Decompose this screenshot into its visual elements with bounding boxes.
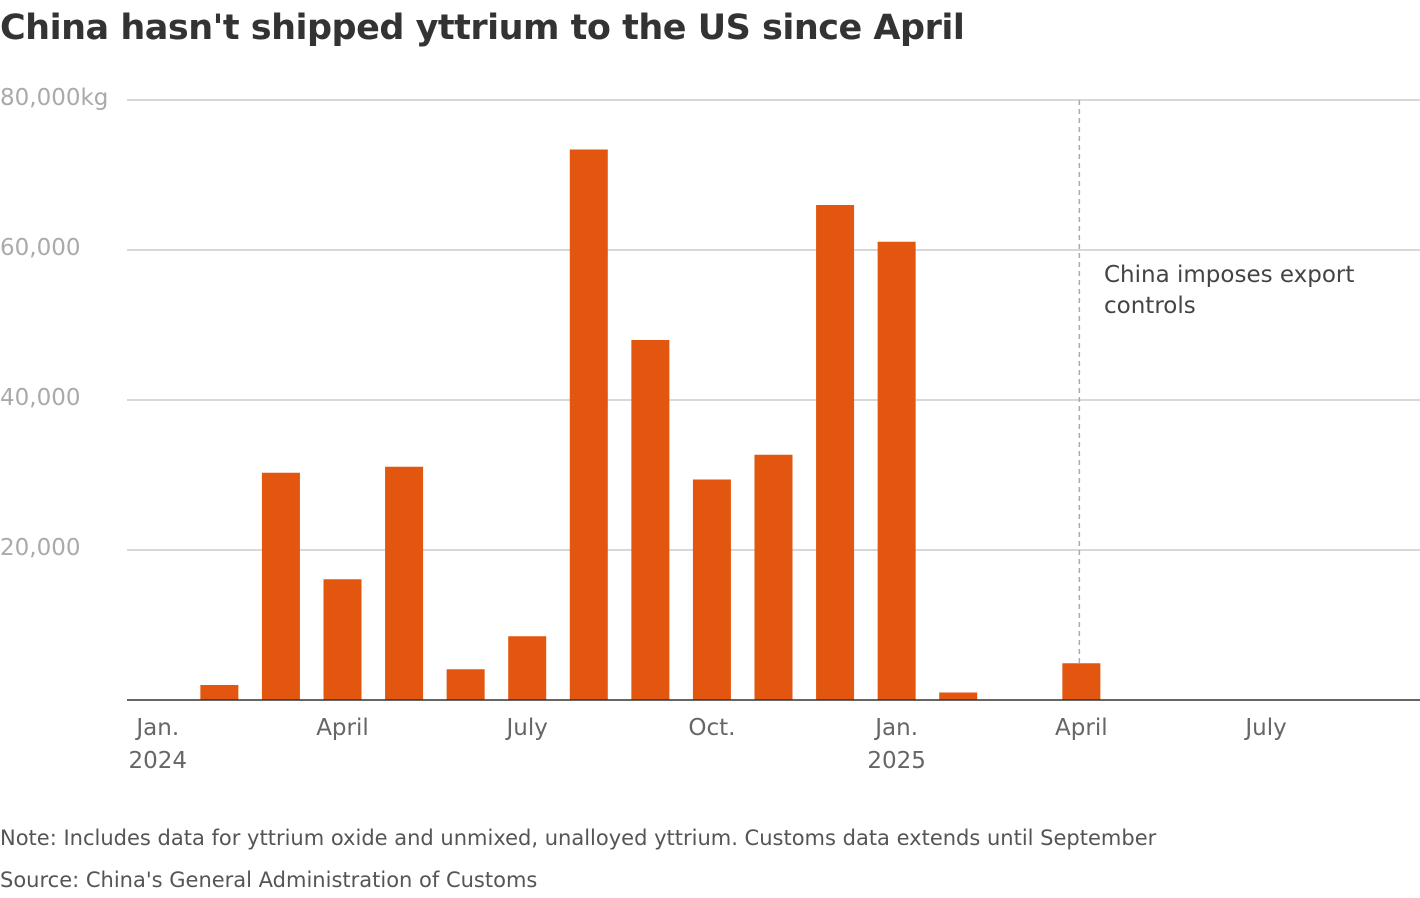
- y-tick-label: 80,000kg: [0, 85, 109, 111]
- bar: [385, 466, 424, 700]
- bar: [754, 454, 793, 700]
- y-tick-label: 20,000: [0, 535, 81, 561]
- bar: [200, 685, 239, 700]
- bar: [508, 636, 547, 700]
- x-tick-label: July: [506, 715, 548, 741]
- bar: [261, 472, 300, 700]
- x-tick-label: Jan. 2025: [867, 715, 926, 774]
- bar: [692, 479, 731, 700]
- bar: [569, 149, 608, 700]
- bar: [816, 205, 855, 700]
- source: Source: China's General Administration o…: [0, 868, 538, 892]
- bar: [1062, 663, 1101, 700]
- bar: [939, 692, 978, 700]
- y-tick-label: 60,000: [0, 235, 81, 261]
- y-tick-label: 40,000: [0, 385, 81, 411]
- x-tick-label: April: [316, 715, 369, 741]
- note: Note: Includes data for yttrium oxide an…: [0, 826, 1157, 850]
- x-tick-label: Oct.: [688, 715, 736, 741]
- annotation: China imposes export controls: [1104, 262, 1355, 319]
- bar: [446, 669, 485, 700]
- x-tick-label: April: [1055, 715, 1108, 741]
- bar: [631, 340, 670, 700]
- bar: [877, 241, 916, 700]
- x-tick-label: July: [1245, 715, 1287, 741]
- bar: [323, 579, 362, 700]
- chart-title: China hasn't shipped yttrium to the US s…: [0, 8, 965, 48]
- x-tick-label: Jan. 2024: [128, 715, 188, 774]
